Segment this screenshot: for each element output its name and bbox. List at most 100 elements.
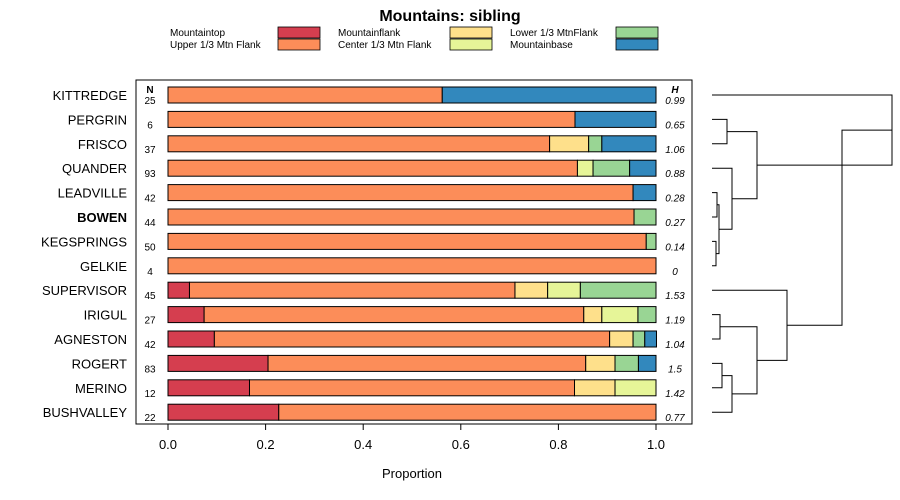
bar-segment-upper-1-3-mtn-flank: [167, 232, 647, 250]
row-leadville: LEADVILLE 42 0.28: [58, 184, 685, 205]
bar-segment-mountaintop: [167, 281, 190, 299]
row-kegsprings: KEGSPRINGS 50 0.14: [41, 232, 685, 253]
row-irigul: IRIGUL 27 1.19: [84, 306, 685, 327]
row-pergrin: PERGRIN 6 0.65: [68, 110, 685, 131]
bar-segment-mountainflank: [583, 306, 603, 324]
legend-swatch-mountaintop: [277, 26, 321, 39]
n-value: 42: [144, 194, 156, 205]
row-gelkie: GELKIE 4 0: [80, 257, 678, 278]
row-frisco: FRISCO 37 1.06: [78, 135, 685, 156]
n-value: 37: [144, 145, 156, 156]
dendrogram-branch: [712, 240, 717, 267]
legend-label-mountainflank: Mountainflank: [338, 28, 401, 39]
h-value: 0.28: [665, 194, 685, 205]
h-value: 0.65: [665, 120, 685, 131]
x-tick-label: 0.8: [549, 437, 567, 452]
x-tick-label: 0.2: [257, 437, 275, 452]
n-value: 27: [144, 316, 156, 327]
bar-segment-mountaintop: [167, 354, 269, 372]
legend-swatch-lower-1-3-mtnflank: [615, 26, 659, 39]
dendrogram-branch: [712, 314, 721, 340]
row-bushvalley: BUSHVALLEY 22 0.77: [43, 403, 685, 424]
n-value: 42: [144, 340, 156, 351]
bar-segment-upper-1-3-mtn-flank: [167, 110, 576, 128]
bar-segment-mountainflank: [574, 379, 616, 397]
legend-label-upper-1-3-mtn-flank: Upper 1/3 Mtn Flank: [170, 40, 262, 51]
n-value: 4: [147, 267, 153, 278]
row-rogert: ROGERT 83 1.5: [72, 354, 682, 375]
bar-segment-mountaintop: [167, 306, 205, 324]
bar-segment-mountainbase: [637, 354, 657, 372]
x-tick-label: 0.4: [354, 437, 372, 452]
row-label: KITTREDGE: [53, 88, 128, 103]
row-supervisor: SUPERVISOR 45 1.53: [42, 281, 685, 302]
h-value: 1.5: [668, 364, 682, 375]
x-tick-label: 0.6: [452, 437, 470, 452]
bar-segment-upper-1-3-mtn-flank: [167, 86, 443, 104]
h-value: 0.88: [665, 169, 685, 180]
n-value: 25: [144, 96, 156, 107]
legend-label-mountainbase: Mountainbase: [510, 40, 573, 51]
bar-segment-upper-1-3-mtn-flank: [278, 403, 657, 421]
legend-swatch-upper-1-3-mtn-flank: [277, 38, 321, 51]
bar-segment-mountainbase: [441, 86, 657, 104]
n-value: 50: [144, 242, 156, 253]
row-label: KEGSPRINGS: [41, 234, 127, 249]
h-value: 1.06: [665, 145, 685, 156]
row-label: QUANDER: [62, 161, 127, 176]
bar-segment-lower-1-3-mtnflank: [588, 135, 603, 153]
dendrogram-branch: [720, 326, 758, 395]
row-agneston: AGNESTON 42 1.04: [54, 330, 685, 351]
row-label: BUSHVALLEY: [43, 405, 128, 420]
row-label: IRIGUL: [84, 308, 127, 323]
bar-segment-upper-1-3-mtn-flank: [167, 159, 578, 177]
legend-swatch-mountainbase: [615, 38, 659, 51]
bar-segment-upper-1-3-mtn-flank: [213, 330, 611, 348]
h-value: 0.99: [665, 96, 685, 107]
bar-segment-lower-1-3-mtnflank: [633, 208, 657, 226]
row-label: ROGERT: [72, 356, 127, 371]
row-label: PERGRIN: [68, 112, 127, 127]
bar-segment-center-1-3-mtn-flank: [601, 306, 639, 324]
bar-segment-upper-1-3-mtn-flank: [203, 306, 585, 324]
legend-swatch-mountainflank: [449, 26, 493, 39]
row-label: BOWEN: [77, 210, 127, 225]
dendrogram-branch: [712, 192, 718, 218]
bar-segment-upper-1-3-mtn-flank: [167, 184, 634, 202]
x-axis-title: Proportion: [382, 466, 442, 481]
bar-segment-mountainbase: [601, 135, 657, 153]
row-label: LEADVILLE: [58, 186, 128, 201]
legend-label-lower-1-3-mtnflank: Lower 1/3 MtnFlank: [510, 28, 599, 39]
bar-rows: KITTREDGE 25 0.99 PERGRIN 6 0.65 FRISCO 37 1.06 Q…: [41, 86, 685, 424]
x-tick-label: 0.0: [159, 437, 177, 452]
x-axis: 0.0 0.2 0.4 0.6 0.8 1.0: [159, 424, 665, 452]
bar-segment-mountaintop: [167, 330, 215, 348]
h-value: 0.14: [665, 242, 685, 253]
h-value: 0: [672, 267, 678, 278]
dendrogram-branch: [712, 118, 728, 145]
h-value: 1.19: [665, 316, 685, 327]
n-value: 44: [144, 218, 156, 229]
bar-segment-upper-1-3-mtn-flank: [167, 257, 657, 275]
bar-segment-upper-1-3-mtn-flank: [267, 354, 587, 372]
row-merino: MERINO 12 1.42: [75, 379, 685, 400]
bar-segment-mountainbase: [644, 330, 657, 348]
h-value: 1.04: [665, 340, 685, 351]
legend-label-center-1-3-mtn-flank: Center 1/3 Mtn Flank: [338, 40, 432, 51]
bar-segment-mountainbase: [574, 110, 657, 128]
h-value: 1.42: [665, 389, 685, 400]
row-kittredge: KITTREDGE 25 0.99: [53, 86, 685, 107]
dendrogram: [712, 94, 893, 413]
bar-segment-lower-1-3-mtnflank: [637, 306, 657, 324]
row-label: MERINO: [75, 381, 127, 396]
h-value: 0.27: [665, 218, 685, 229]
dendrogram-branch: [712, 167, 733, 230]
n-column-header: N: [146, 85, 153, 96]
bar-segment-lower-1-3-mtnflank: [614, 354, 639, 372]
legend-swatch-center-1-3-mtn-flank: [449, 38, 493, 51]
row-label: GELKIE: [80, 259, 127, 274]
row-bowen: BOWEN 44 0.27: [77, 208, 685, 229]
bar-segment-mountainflank: [609, 330, 634, 348]
